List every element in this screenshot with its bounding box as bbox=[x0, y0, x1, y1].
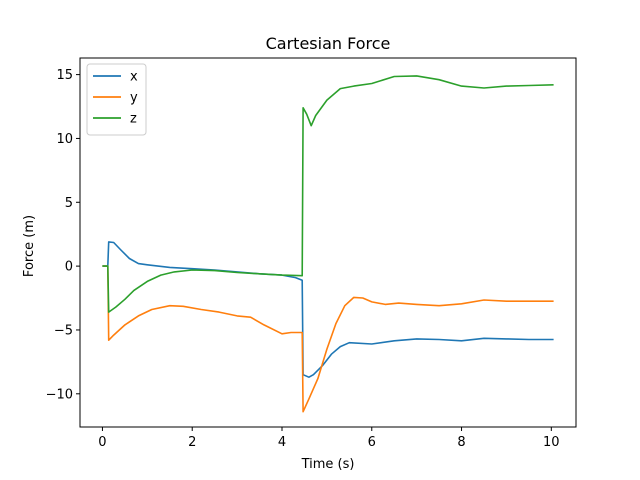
y-tick-label: 10 bbox=[56, 132, 73, 147]
x-tick-label: 2 bbox=[188, 435, 196, 450]
y-tick-label: −10 bbox=[46, 387, 73, 402]
x-tick-label: 8 bbox=[457, 435, 465, 450]
x-tick-label: 4 bbox=[278, 435, 286, 450]
legend-label-y: y bbox=[130, 91, 138, 106]
legend: xyz bbox=[86, 63, 147, 136]
series-line-y bbox=[102, 265, 554, 413]
axes-frame bbox=[79, 57, 577, 428]
y-axis-label: Force (m) bbox=[22, 215, 37, 277]
y-tick-label: −5 bbox=[54, 323, 73, 338]
y-tick-label: 15 bbox=[56, 68, 73, 83]
y-tick-label: 0 bbox=[65, 260, 73, 275]
x-tick-label: 10 bbox=[543, 435, 560, 450]
y-tick-label: 5 bbox=[65, 196, 73, 211]
legend-label-z: z bbox=[130, 112, 137, 127]
series-line-z bbox=[102, 75, 554, 313]
chart-title: Cartesian Force bbox=[266, 34, 391, 53]
series-line-x bbox=[102, 241, 554, 378]
plot-area: 0 2 4 6 8 10 −10 −5 0 5 10 15 xyz bbox=[46, 57, 577, 450]
x-axis-label: Time (s) bbox=[301, 457, 355, 472]
legend-label-x: x bbox=[130, 70, 138, 85]
x-tick-label: 6 bbox=[368, 435, 376, 450]
x-tick-label: 0 bbox=[98, 435, 106, 450]
